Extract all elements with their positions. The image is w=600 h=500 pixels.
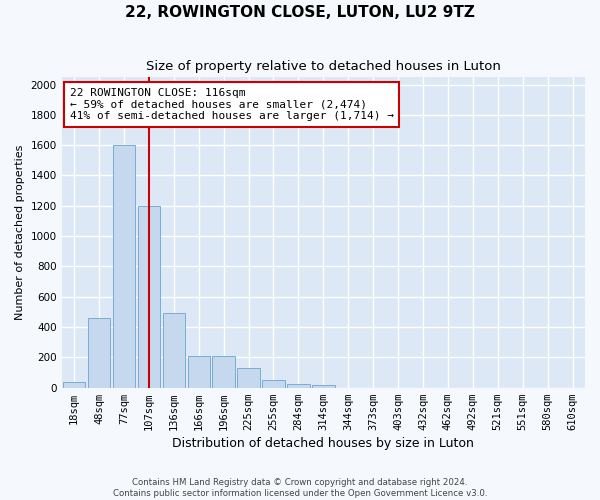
Bar xyxy=(262,380,285,388)
X-axis label: Distribution of detached houses by size in Luton: Distribution of detached houses by size … xyxy=(172,437,474,450)
Title: Size of property relative to detached houses in Luton: Size of property relative to detached ho… xyxy=(146,60,501,73)
Bar xyxy=(163,314,185,388)
Bar xyxy=(312,386,335,388)
Text: Contains HM Land Registry data © Crown copyright and database right 2024.
Contai: Contains HM Land Registry data © Crown c… xyxy=(113,478,487,498)
Bar xyxy=(287,384,310,388)
Bar xyxy=(88,318,110,388)
Text: 22, ROWINGTON CLOSE, LUTON, LU2 9TZ: 22, ROWINGTON CLOSE, LUTON, LU2 9TZ xyxy=(125,5,475,20)
Bar xyxy=(238,368,260,388)
Bar xyxy=(188,356,210,388)
Bar xyxy=(113,145,135,388)
Bar xyxy=(63,382,85,388)
Bar xyxy=(212,356,235,388)
Y-axis label: Number of detached properties: Number of detached properties xyxy=(15,144,25,320)
Text: 22 ROWINGTON CLOSE: 116sqm
← 59% of detached houses are smaller (2,474)
41% of s: 22 ROWINGTON CLOSE: 116sqm ← 59% of deta… xyxy=(70,88,394,121)
Bar xyxy=(137,206,160,388)
